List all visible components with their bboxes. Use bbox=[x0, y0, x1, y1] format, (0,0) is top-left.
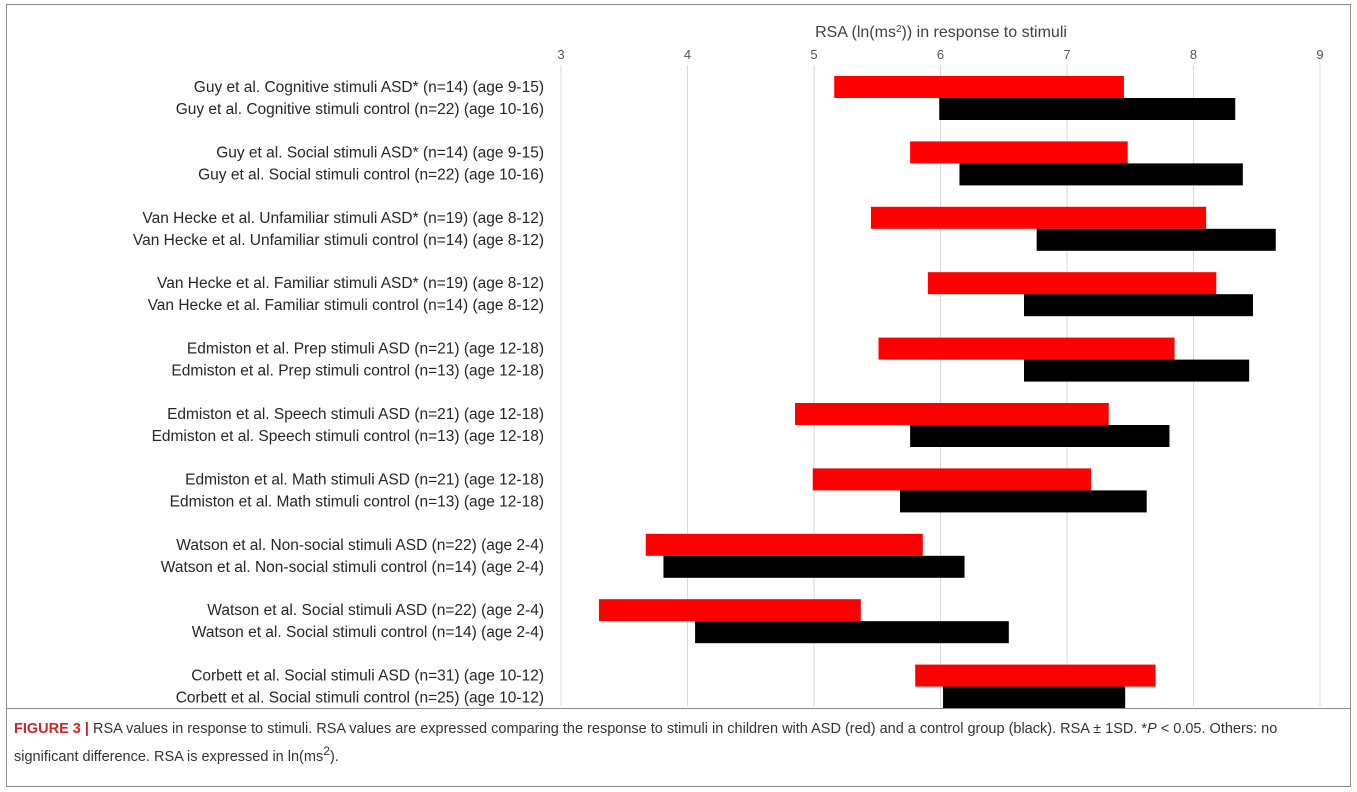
control-row-label-8: Watson et al. Social stimuli control (n=… bbox=[192, 624, 544, 641]
control-row-label-7: Watson et al. Non-social stimuli control… bbox=[161, 559, 544, 576]
asd-row-label-4: Edmiston et al. Prep stimuli ASD (n=21) … bbox=[187, 341, 544, 358]
asd-bar-2 bbox=[870, 206, 1207, 229]
control-row-label-1: Guy et al. Social stimuli control (n=22)… bbox=[198, 166, 544, 183]
asd-row-label-6: Edmiston et al. Math stimuli ASD (n=21) … bbox=[185, 471, 544, 488]
x-tick-label-6: 9 bbox=[1316, 47, 1323, 62]
asd-row-label-8: Watson et al. Social stimuli ASD (n=22) … bbox=[207, 602, 544, 619]
asd-row-label-9: Corbett et al. Social stimuli ASD (n=31)… bbox=[191, 668, 544, 685]
x-axis-title: RSA (ln(ms2)) in response to stimuli bbox=[815, 24, 1067, 42]
control-row-label-5: Edmiston et al. Speech stimuli control (… bbox=[152, 428, 544, 445]
control-row-label-4: Edmiston et al. Prep stimuli control (n=… bbox=[171, 363, 544, 380]
control-row-label-0: Guy et al. Cognitive stimuli control (n=… bbox=[176, 101, 544, 118]
control-bar-3 bbox=[1023, 294, 1253, 317]
figure-label: FIGURE 3 | bbox=[14, 721, 89, 737]
row-labels: Guy et al. Cognitive stimuli ASD* (n=14)… bbox=[133, 79, 544, 707]
figure-caption: FIGURE 3 | RSA values in response to sti… bbox=[14, 718, 1339, 768]
asd-row-label-3: Van Hecke et al. Familiar stimuli ASD* (… bbox=[157, 275, 544, 292]
asd-bar-5 bbox=[795, 403, 1109, 425]
asd-bar-3 bbox=[927, 272, 1217, 295]
asd-bar-8 bbox=[598, 599, 861, 622]
control-bar-5 bbox=[910, 425, 1170, 447]
figure-frame bbox=[6, 4, 1351, 787]
rsa-range-chart: 3 4 5 6 7 8 9 RSA (ln(ms2)) in response to sti… bbox=[133, 24, 1324, 709]
control-bar-4 bbox=[1023, 359, 1250, 382]
x-tick-label-2: 5 bbox=[810, 47, 817, 62]
asd-bar-1 bbox=[910, 141, 1128, 164]
x-axis-ticks: 3 4 5 6 7 8 9 bbox=[557, 47, 1323, 62]
x-tick-label-0: 3 bbox=[557, 47, 564, 62]
x-tick-label-1: 4 bbox=[684, 47, 691, 62]
x-tick-label-3: 6 bbox=[937, 47, 944, 62]
caption-text: RSA values in response to stimuli. RSA v… bbox=[14, 721, 1278, 765]
asd-row-label-7: Watson et al. Non-social stimuli ASD (n=… bbox=[176, 537, 544, 554]
x-tick-label-5: 8 bbox=[1190, 47, 1197, 62]
asd-row-label-5: Edmiston et al. Speech stimuli ASD (n=21… bbox=[167, 406, 544, 423]
control-row-label-2: Van Hecke et al. Unfamiliar stimuli cont… bbox=[133, 232, 544, 249]
control-bar-7 bbox=[663, 555, 965, 578]
control-bar-0 bbox=[939, 98, 1236, 120]
control-bar-6 bbox=[900, 490, 1147, 513]
asd-bar-6 bbox=[812, 468, 1092, 491]
control-bar-1 bbox=[959, 163, 1243, 186]
x-tick-label-4: 7 bbox=[1063, 47, 1070, 62]
asd-bar-4 bbox=[878, 337, 1175, 360]
control-row-label-3: Van Hecke et al. Familiar stimuli contro… bbox=[148, 297, 544, 314]
asd-bar-0 bbox=[834, 76, 1124, 98]
control-bar-2 bbox=[1036, 228, 1276, 251]
asd-row-label-1: Guy et al. Social stimuli ASD* (n=14) (a… bbox=[216, 144, 544, 161]
control-row-label-6: Edmiston et al. Math stimuli control (n=… bbox=[170, 493, 544, 510]
asd-row-label-2: Van Hecke et al. Unfamiliar stimuli ASD*… bbox=[142, 210, 544, 227]
control-row-label-9: Corbett et al. Social stimuli control (n… bbox=[176, 690, 544, 707]
asd-row-label-0: Guy et al. Cognitive stimuli ASD* (n=14)… bbox=[194, 79, 544, 96]
asd-bar-9 bbox=[915, 664, 1156, 687]
caption-divider bbox=[7, 708, 1350, 709]
control-bar-8 bbox=[695, 621, 1009, 644]
range-bars bbox=[598, 76, 1276, 709]
control-bar-9 bbox=[943, 686, 1126, 709]
asd-bar-7 bbox=[645, 533, 923, 556]
